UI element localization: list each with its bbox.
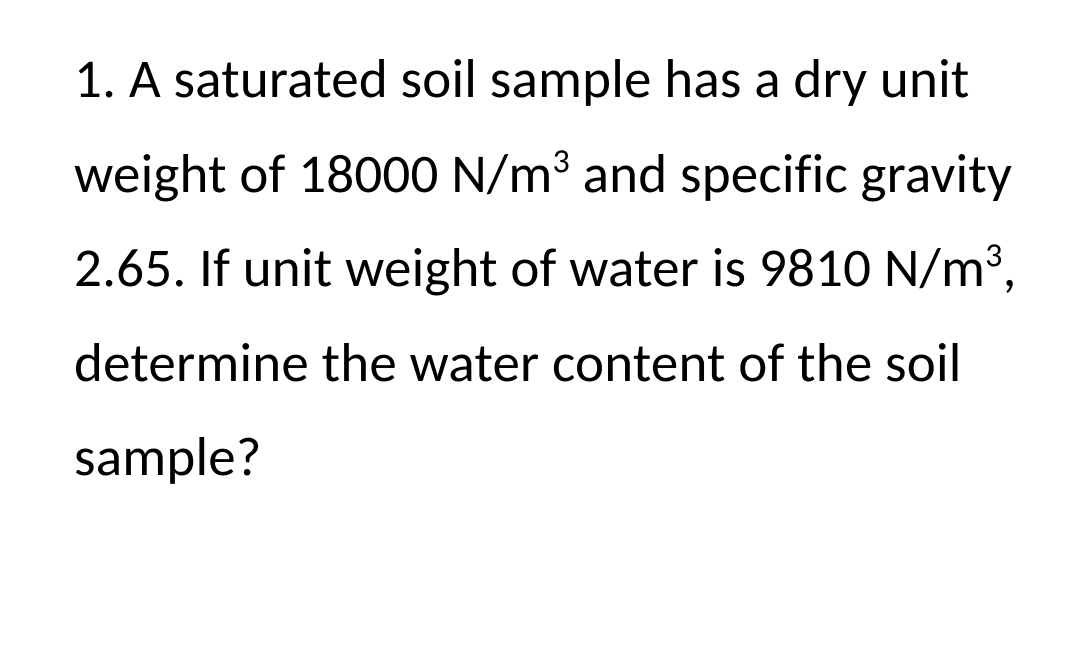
water-unit-weight-value: 9810 [759, 234, 871, 301]
unit-label: N/m [871, 234, 985, 301]
dry-unit-weight-value: 18000 [298, 140, 438, 207]
unit-label: N/m [439, 140, 553, 207]
problem-number: 1. [74, 45, 116, 112]
problem-page: 1. A saturated soil sample has a dry uni… [0, 0, 1080, 649]
text-segment: . If unit weight of water is [172, 234, 759, 301]
unit-exponent: 3 [553, 141, 570, 182]
problem-paragraph: 1. A saturated soil sample has a dry uni… [74, 32, 1022, 505]
text-segment: and specific gravity [570, 140, 1012, 207]
specific-gravity-value: 2.65 [74, 234, 172, 301]
unit-exponent: 3 [985, 236, 1002, 277]
